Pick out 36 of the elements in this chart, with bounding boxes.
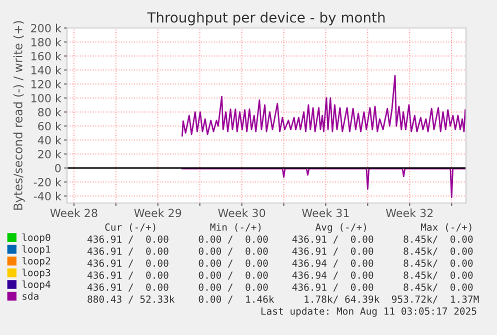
legend-label: loop1 <box>22 245 50 255</box>
y-tick-label: -40 k <box>34 192 62 200</box>
text: 880.43 / 52.33k 0.00 / 1.46k 1.78k/ 64.39k 953.72k/ 1.37M <box>88 295 479 304</box>
x-tick-label: Week 28 <box>50 208 98 218</box>
text: 436.91 / 0.00 0.00 / 0.00 436.94 / 0.00 8.45k/ 0.00 <box>87 271 473 280</box>
y-tick-label: 20 k <box>38 150 62 158</box>
x-tick-label: Week 32 <box>386 208 433 218</box>
line-series <box>182 168 466 198</box>
y-tick-label: 40 k <box>38 136 62 144</box>
y-tick-label: 80 k <box>38 108 62 116</box>
legend-label: loop4 <box>22 280 50 290</box>
y-tick-label: 100 k <box>31 94 62 102</box>
line-series <box>182 74 466 136</box>
text: 436.91 / 0.00 0.00 / 0.00 436.91 / 0.00 8.45k/ 0.00 <box>87 283 473 292</box>
y-tick-label: 60 k <box>38 122 62 130</box>
chart-title: Throughput per device - by month <box>147 12 385 26</box>
legend-label: loop3 <box>22 268 50 278</box>
legend-label: sda <box>22 292 38 300</box>
y-tick-label: -20 k <box>34 178 62 186</box>
text: Last update: Mon Aug 11 03:05:17 2025 <box>261 307 476 317</box>
x-tick-label: Week 31 <box>302 208 349 218</box>
legend-label: loop0 <box>22 234 50 243</box>
x-tick-label: Week 29 <box>134 208 182 218</box>
text: 436.91 / 0.00 0.00 / 0.00 436.91 / 0.00 8.45k/ 0.00 <box>87 235 473 244</box>
y-tick-label: 120 k <box>31 80 62 88</box>
text: 436.91 / 0.00 0.00 / 0.00 436.91 / 0.00 8.45k/ 0.00 <box>87 247 473 256</box>
legend-label: loop2 <box>22 256 50 266</box>
y-tick-label: 200 k <box>31 24 62 32</box>
x-tick-label: Week 30 <box>218 208 266 218</box>
y-axis-title: Bytes/second read (-) / write (+) <box>13 21 25 210</box>
text: 436.91 / 0.00 0.00 / 0.00 436.94 / 0.00 8.45k/ 0.00 <box>87 259 473 268</box>
y-tick-label: 0 <box>55 164 61 172</box>
y-tick-label: 180 k <box>31 38 62 46</box>
text: Cur (-/+) Min (-/+) Avg (-/+) Max (-/+) <box>105 223 472 233</box>
y-tick-label: 160 k <box>31 52 62 60</box>
y-tick-label: 140 k <box>31 66 62 74</box>
